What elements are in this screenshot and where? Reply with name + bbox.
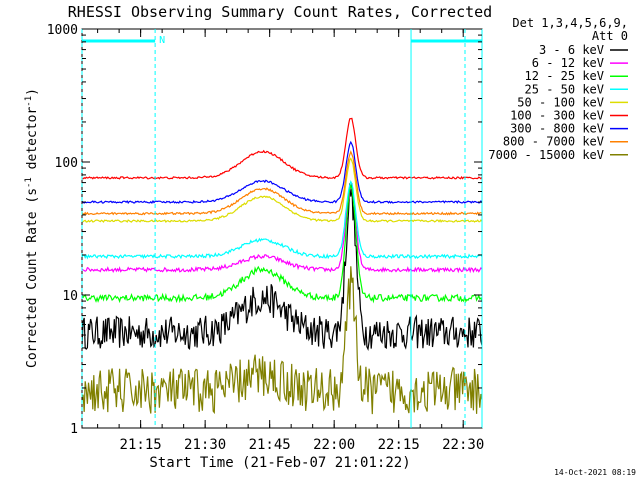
series-line-1 — [82, 186, 482, 274]
legend-label-2: 12 - 25 keV — [525, 69, 604, 83]
y-axis-label: Corrected Count Rate (s-1 detector-1) — [24, 88, 40, 368]
legend-header-line2: Att 0 — [592, 29, 628, 43]
x-tick-label-2: 21:45 — [249, 437, 291, 453]
series-line-2 — [82, 183, 482, 304]
legend-header-line1: Det 1,3,4,5,6,9, — [512, 16, 628, 30]
y-tick-label-3: 1000 — [47, 23, 78, 38]
footer-date: 14-Oct-2021 08:19 — [554, 468, 636, 477]
legend-label-8: 7000 - 15000 keV — [488, 148, 604, 162]
legend-label-4: 50 - 100 keV — [517, 95, 604, 109]
y-tick-label-2: 100 — [55, 156, 78, 171]
plot-frame — [81, 28, 483, 429]
axes-group: N 21:15 21:30 21:45 22:00 22:15 22:30 1 10 100 100… — [47, 23, 485, 453]
legend-label-5: 100 - 300 keV — [510, 109, 604, 123]
y-label-sup2: -1 — [24, 96, 34, 107]
series-line-5 — [82, 117, 482, 180]
chart-title: RHESSI Observing Summary Count Rates, Co… — [68, 3, 492, 21]
series-line-4 — [82, 157, 482, 223]
x-tick-label-1: 21:30 — [184, 437, 226, 453]
x-axis-label: Start Time (21-Feb-07 21:01:22) — [149, 455, 410, 471]
y-label-mid: detector — [25, 107, 40, 178]
night-label: N — [159, 35, 165, 46]
series-line-7 — [82, 150, 482, 216]
legend-label-1: 6 - 12 keV — [532, 56, 604, 70]
y-label-end: ) — [25, 88, 40, 96]
y-label-main: Corrected Count Rate (s — [25, 188, 40, 368]
series-line-6 — [82, 140, 482, 205]
legend-label-6: 300 - 800 keV — [510, 122, 604, 136]
legend-label-0: 3 - 6 keV — [539, 43, 604, 57]
x-tick-label-5: 22:30 — [442, 437, 484, 453]
legend-label-3: 25 - 50 keV — [525, 82, 604, 96]
y-tick-label-1: 10 — [62, 289, 78, 304]
series-line-3 — [82, 179, 482, 260]
y-label-sup1: -1 — [24, 177, 34, 188]
y-tick-label-0: 1 — [70, 422, 78, 437]
x-tick-label-0: 21:15 — [120, 437, 162, 453]
x-tick-label-3: 22:00 — [313, 437, 355, 453]
legend-label-7: 800 - 7000 keV — [503, 135, 604, 149]
plot-area — [82, 117, 482, 415]
series-line-8 — [82, 266, 482, 415]
series-line-0 — [82, 183, 482, 352]
x-tick-label-4: 22:15 — [378, 437, 420, 453]
